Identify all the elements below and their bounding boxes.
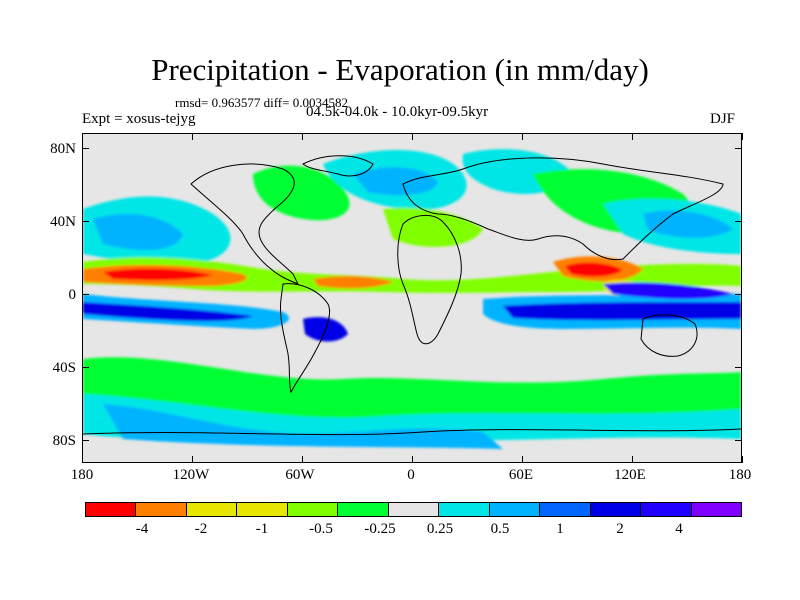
x-tick-label: 180 [70,467,94,483]
y-tick-label: 40N [50,214,76,230]
colorbar-label: -2 [194,521,208,537]
x-tick [302,456,303,463]
season-label: DJF [710,111,736,127]
y-tick [82,294,89,295]
x-tick [632,133,633,140]
y-tick [82,148,89,149]
colorbar-label: 0.5 [490,521,510,537]
colorbar-swatch [590,503,642,516]
colorbar-swatch [439,503,490,516]
colorbar-swatch [540,503,591,516]
x-tick [82,133,83,140]
y-tick [735,148,742,149]
y-tick-label: 40S [52,360,76,376]
y-tick-label: 80S [52,433,76,449]
colorbar-swatch [186,503,238,516]
colorbar-swatch [691,503,742,516]
y-tick-label: 80N [50,141,76,157]
colorbar-label: -0.5 [309,521,333,537]
rmsd-diff-stats: rmsd= 0.963577 diff= 0.0034582 [175,95,348,110]
x-tick [742,456,743,463]
x-tick-label: 180 [728,467,752,483]
x-tick [412,133,413,140]
x-tick [632,456,633,463]
x-tick [192,456,193,463]
chart-title: Precipitation - Evaporation (in mm/day) [151,52,649,87]
colorbar-label: -0.25 [364,521,396,537]
colorbar-swatch [237,503,288,516]
colorbar [85,502,742,517]
colorbar-swatch [86,503,137,516]
y-tick [735,221,742,222]
experiment-label: Expt = xosus-tejyg [82,111,196,127]
period-label: 04.5k-04.0k - 10.0kyr-09.5kyr [306,104,489,120]
colorbar-label: 2 [616,521,624,537]
x-tick [302,133,303,140]
x-tick [522,456,523,463]
x-tick-label: 0 [407,467,415,483]
y-tick [82,221,89,222]
x-tick-label: 120E [614,467,646,483]
y-tick-label: 0 [68,287,77,303]
colorbar-swatch [489,503,541,516]
x-tick [192,133,193,140]
x-tick-label: 120W [172,467,210,483]
colorbar-label: -4 [135,521,149,537]
x-tick-label: 60W [285,467,315,483]
y-tick [735,294,742,295]
colorbar-swatch [641,503,692,516]
precipitation-minus-evaporation-map [82,133,742,463]
colorbar-swatch [136,503,187,516]
x-tick [522,133,523,140]
coastlines [83,155,741,436]
x-tick-label: 60E [508,467,534,483]
colorbar-label: 0.25 [426,521,454,537]
y-tick [735,367,742,368]
colorbar-label: 1 [556,521,564,537]
x-tick [742,133,743,140]
colorbar-label: 4 [675,521,683,537]
colorbar-swatch [287,503,339,516]
y-tick [735,440,742,441]
colorbar-label: -1 [255,521,269,537]
y-tick [82,367,89,368]
x-tick [82,456,83,463]
x-tick [412,456,413,463]
colorbar-swatch [338,503,389,516]
y-tick [82,440,89,441]
colorbar-swatch [388,503,440,516]
